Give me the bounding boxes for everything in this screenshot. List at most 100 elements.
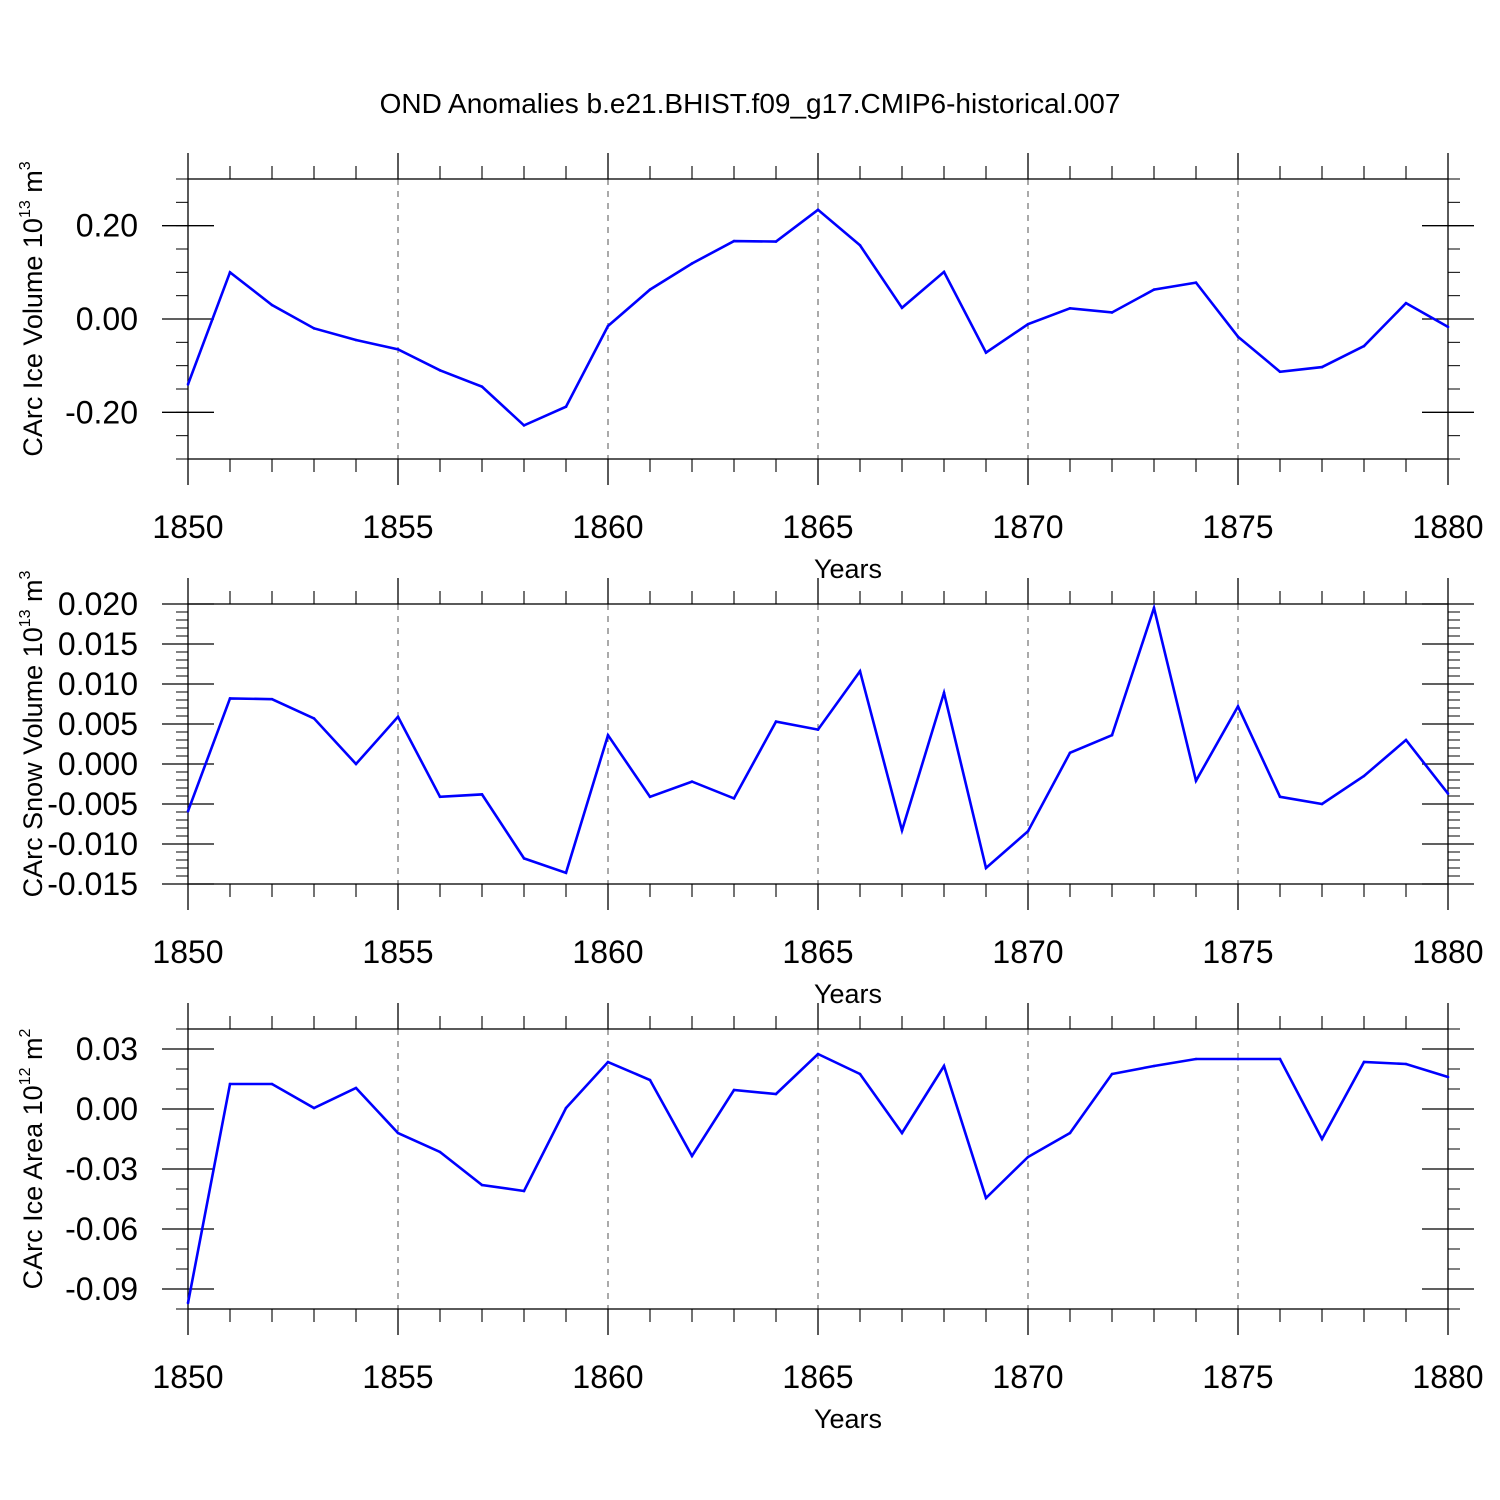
x-tick-label: 1850: [152, 934, 223, 970]
data-point: [1110, 311, 1114, 314]
y-axis-title-superscript: 2: [17, 1029, 34, 1038]
data-point: [648, 795, 652, 799]
data-point: [270, 1082, 274, 1086]
data-point: [1404, 1062, 1408, 1066]
plot-frame: [187, 603, 1449, 885]
y-tick-label: -0.20: [65, 394, 138, 430]
panel-ice-volume: -0.20 0.00 0.20 1850 1855 1860 1865 1870 1875 188…: [17, 153, 1484, 584]
data-point: [732, 1088, 736, 1092]
x-tick-label: 1880: [1412, 509, 1483, 545]
x-tick-label: 1855: [362, 509, 433, 545]
data-point: [1362, 1060, 1366, 1064]
y-axis-title-part: CArc Snow Volume 10: [18, 627, 48, 897]
data-point: [900, 306, 904, 310]
y-axis-title: CArc Ice Volume 1013 m3: [17, 161, 48, 456]
y-tick-label: -0.09: [65, 1271, 138, 1307]
x-tick-label: 1860: [572, 509, 643, 545]
data-point: [312, 1106, 316, 1110]
data-point: [1236, 705, 1240, 708]
data-point: [900, 829, 904, 832]
x-tick-label: 1875: [1202, 934, 1273, 970]
data-point: [1194, 281, 1198, 284]
data-point: [1278, 795, 1282, 799]
data-point: [1068, 1131, 1072, 1135]
y-axis-title: CArc Ice Area 1012 m2: [17, 1029, 48, 1290]
data-point: [396, 1131, 400, 1135]
data-point: [1026, 322, 1030, 326]
chart-title: OND Anomalies b.e21.BHIST.f09_g17.CMIP6-…: [379, 88, 1121, 119]
data-point: [270, 303, 274, 307]
data-point: [1236, 1057, 1240, 1061]
data-point: [1278, 370, 1282, 374]
data-point: [1194, 1057, 1198, 1061]
data-point: [1236, 335, 1240, 339]
data-point: [438, 795, 442, 799]
data-point: [186, 1301, 190, 1305]
data-point: [354, 1086, 358, 1090]
x-tick-label: 1850: [152, 509, 223, 545]
data-point: [522, 1189, 526, 1193]
data-point: [942, 270, 946, 274]
data-point: [396, 348, 400, 351]
data-point: [564, 871, 568, 875]
y-tick-label: 0.20: [76, 208, 138, 244]
plot-frame: [187, 1028, 1449, 1310]
data-point: [186, 383, 190, 386]
data-point: [522, 857, 526, 860]
data-point: [648, 288, 652, 291]
plot-frame: [187, 178, 1449, 460]
data-point: [690, 1154, 694, 1158]
data-point: [1026, 829, 1030, 833]
x-axis-title: Years: [814, 1404, 882, 1434]
y-tick-label: 0.00: [76, 1091, 138, 1127]
data-point: [774, 1092, 778, 1096]
data-point: [480, 1183, 484, 1187]
data-point: [690, 262, 694, 265]
x-tick-label: 1860: [572, 1359, 643, 1395]
data-point: [312, 327, 316, 330]
panel-ice-area: -0.09 -0.06 -0.03 0.00 0.03 1850 1855 1860 1865 1…: [17, 1003, 1484, 1434]
x-tick-label: 1880: [1412, 934, 1483, 970]
data-point: [312, 717, 316, 720]
y-axis-title: CArc Snow Volume 1013 m3: [17, 570, 48, 897]
data-point: [438, 369, 442, 372]
data-point: [396, 715, 400, 719]
data-point: [1362, 774, 1366, 778]
x-tick-label: 1870: [992, 509, 1063, 545]
data-point: [1152, 606, 1156, 610]
y-axis-title-superscript: 3: [17, 161, 34, 170]
data-point: [1320, 365, 1324, 369]
data-point: [1026, 1155, 1030, 1159]
data-point: [606, 733, 610, 737]
y-axis-title-superscript: 12: [17, 1067, 34, 1085]
data-point: [270, 697, 274, 701]
y-tick-label: -0.03: [65, 1151, 138, 1187]
y-tick-label: 0.005: [58, 706, 138, 742]
data-point: [1320, 1137, 1324, 1141]
data-point: [1152, 1064, 1156, 1068]
y-axis-title-part: CArc Ice Volume 10: [18, 218, 48, 457]
x-tick-label: 1855: [362, 1359, 433, 1395]
x-tick-label: 1875: [1202, 509, 1273, 545]
data-point: [1446, 325, 1450, 329]
data-point: [1362, 344, 1366, 348]
x-tick-label: 1880: [1412, 1359, 1483, 1395]
data-point: [1446, 1075, 1450, 1079]
data-point: [858, 669, 862, 673]
data-point: [1068, 751, 1072, 755]
y-tick-label: -0.005: [47, 786, 138, 822]
y-tick-label: 0.00: [76, 301, 138, 337]
data-point: [564, 405, 568, 409]
data-point: [1404, 738, 1408, 742]
data-point: [480, 385, 484, 388]
panel-snow-volume: -0.015 -0.010 -0.005 0.000 0.005 0.010 0.015 0.…: [17, 570, 1484, 1009]
y-tick-label: 0.020: [58, 586, 138, 622]
data-point: [1068, 306, 1072, 310]
y-axis-title-superscript: 13: [17, 609, 34, 627]
x-axis-title: Years: [814, 554, 882, 584]
data-point: [984, 1196, 988, 1200]
y-axis-title-superscript: 3: [17, 570, 34, 579]
y-axis-title-superscript: 13: [17, 200, 34, 218]
data-point: [690, 780, 694, 783]
